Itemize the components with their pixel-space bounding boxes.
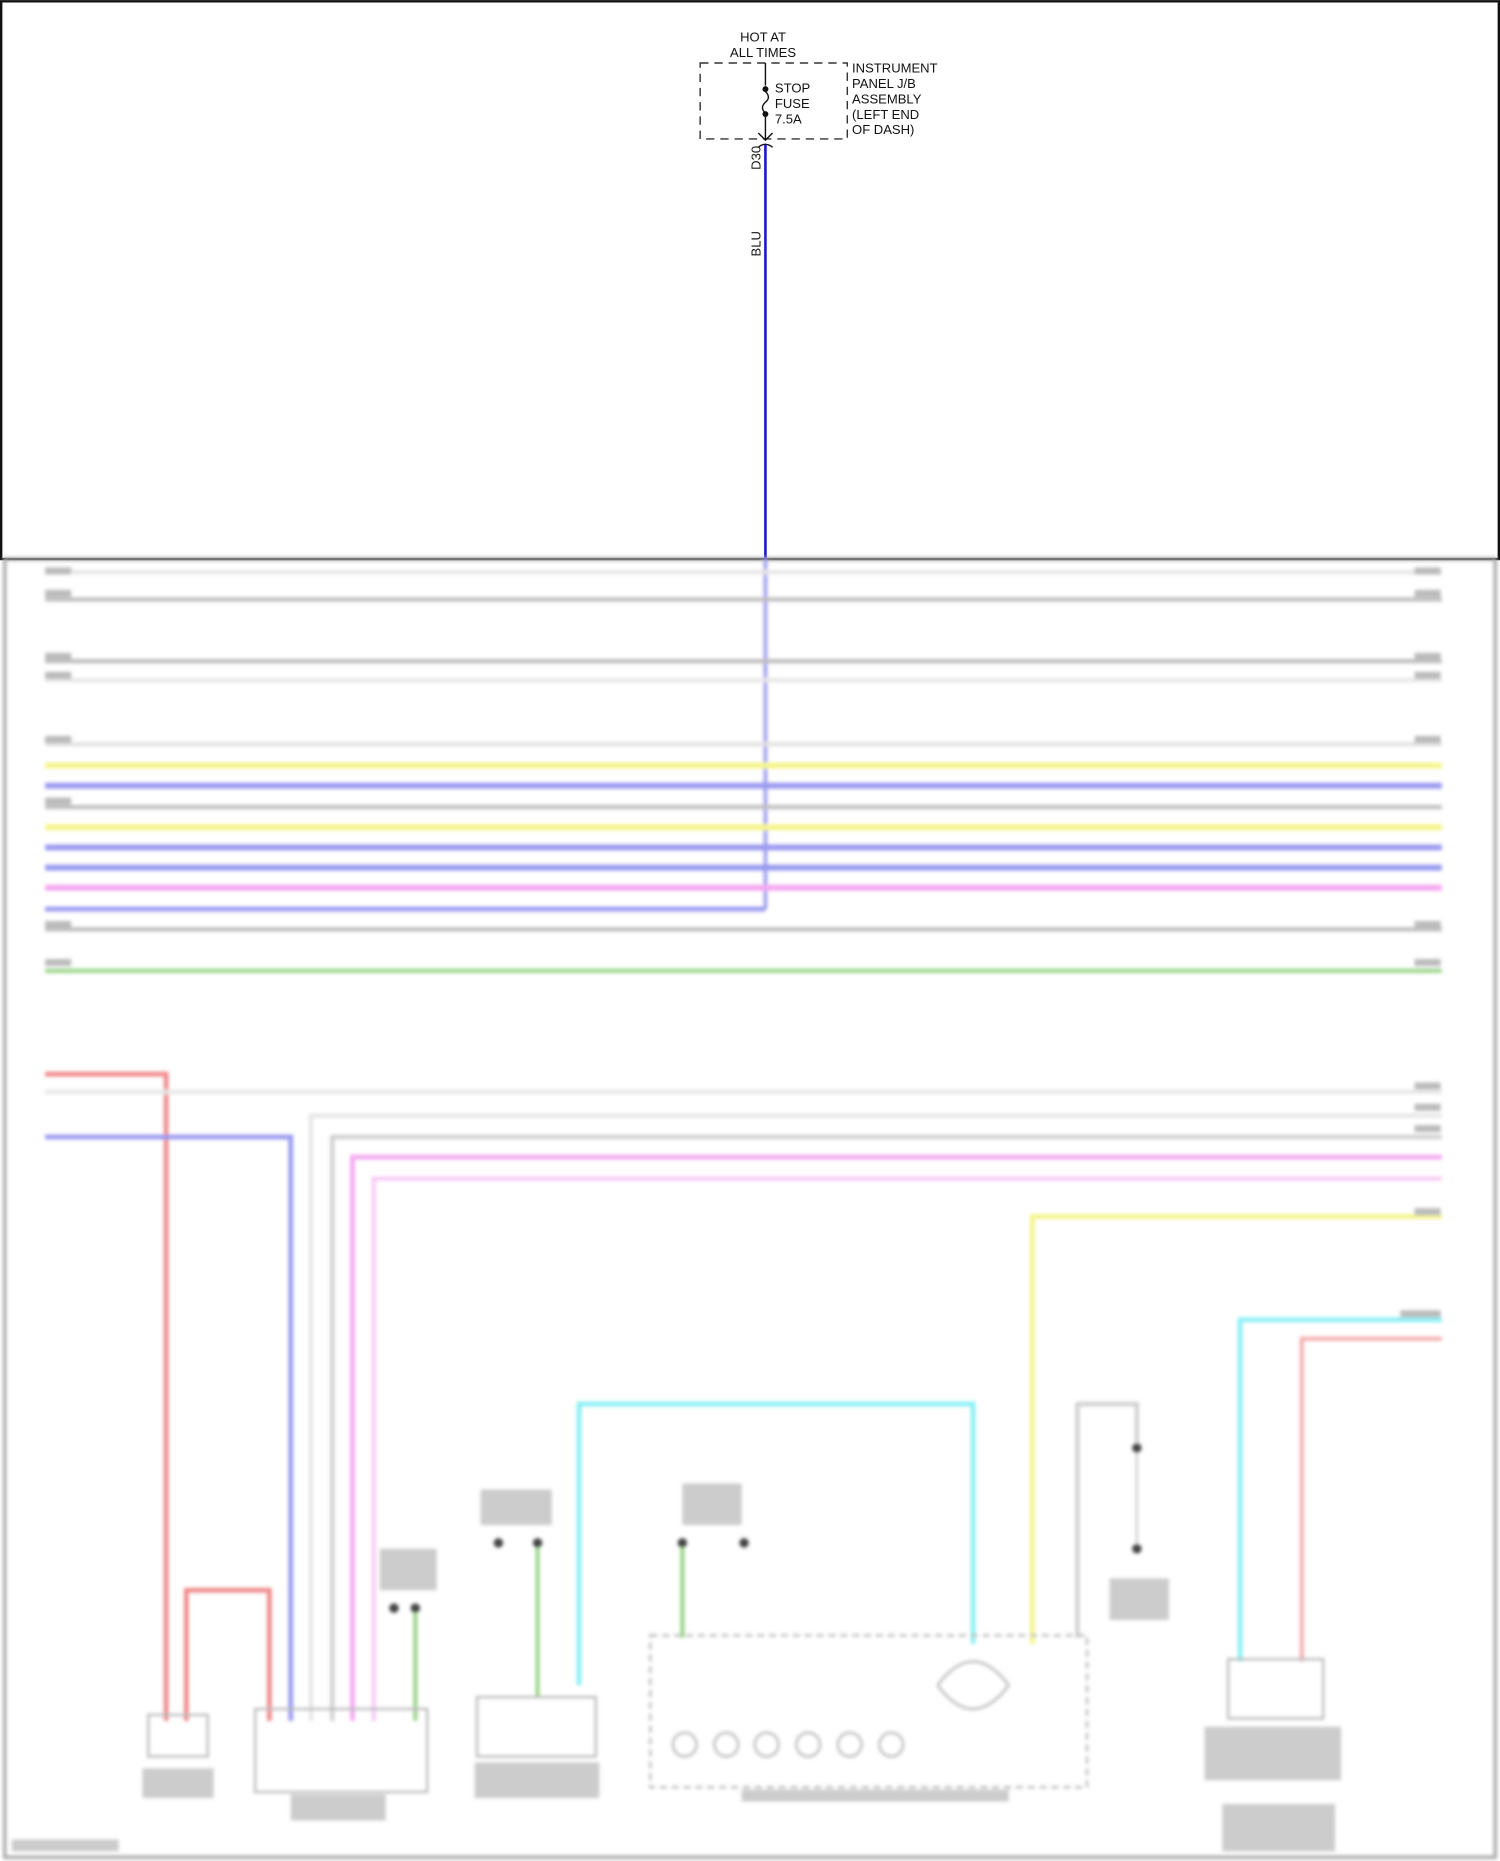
wire-cyan xyxy=(1237,1317,1442,1662)
junction-block-label-4: (LEFT END xyxy=(852,107,919,122)
wire-pink xyxy=(371,1176,1442,1721)
component-box xyxy=(1227,1657,1325,1720)
junction-block-label-2: PANEL J/B xyxy=(852,76,916,91)
junction-block-label: INSTRUMENT xyxy=(852,61,938,76)
power-source-label-2: ALL TIMES xyxy=(730,45,796,60)
wire-red xyxy=(45,1071,169,1721)
connector-label: D30 xyxy=(749,146,764,170)
wire-gray xyxy=(308,1113,1442,1721)
wire-pink xyxy=(350,1154,1442,1721)
fuse-label-2: FUSE xyxy=(775,96,810,111)
junction-block-outline xyxy=(699,62,849,140)
wire-cyan xyxy=(576,1401,976,1686)
fuse-symbol xyxy=(761,90,770,114)
wire-red xyxy=(183,1587,272,1721)
component-box xyxy=(147,1713,209,1758)
junction-block-label-3: ASSEMBLY xyxy=(852,91,922,106)
fuse-rating: 7.5A xyxy=(775,112,802,127)
wire-gray xyxy=(330,1134,1442,1721)
wire-color-label: BLU xyxy=(749,231,764,256)
component-box xyxy=(253,1707,429,1794)
junction-block-label-5: OF DASH) xyxy=(852,122,914,137)
power-source-label: HOT AT xyxy=(740,30,786,45)
wire-red xyxy=(1299,1336,1442,1662)
diagram-frame-bottom xyxy=(2,557,1498,1860)
component-box xyxy=(649,1634,1089,1789)
fuse-terminal xyxy=(762,111,769,118)
blurred-wiring-section xyxy=(2,557,1498,1860)
component-box xyxy=(475,1695,597,1758)
connector-symbol xyxy=(757,132,774,148)
fuse-label: STOP xyxy=(775,81,811,96)
wire-blue xyxy=(45,1134,294,1721)
fuse-terminal xyxy=(762,86,769,93)
diagram-frame-top xyxy=(0,0,1500,561)
wire-yellow xyxy=(1030,1214,1442,1644)
wire-gray xyxy=(1075,1401,1139,1638)
